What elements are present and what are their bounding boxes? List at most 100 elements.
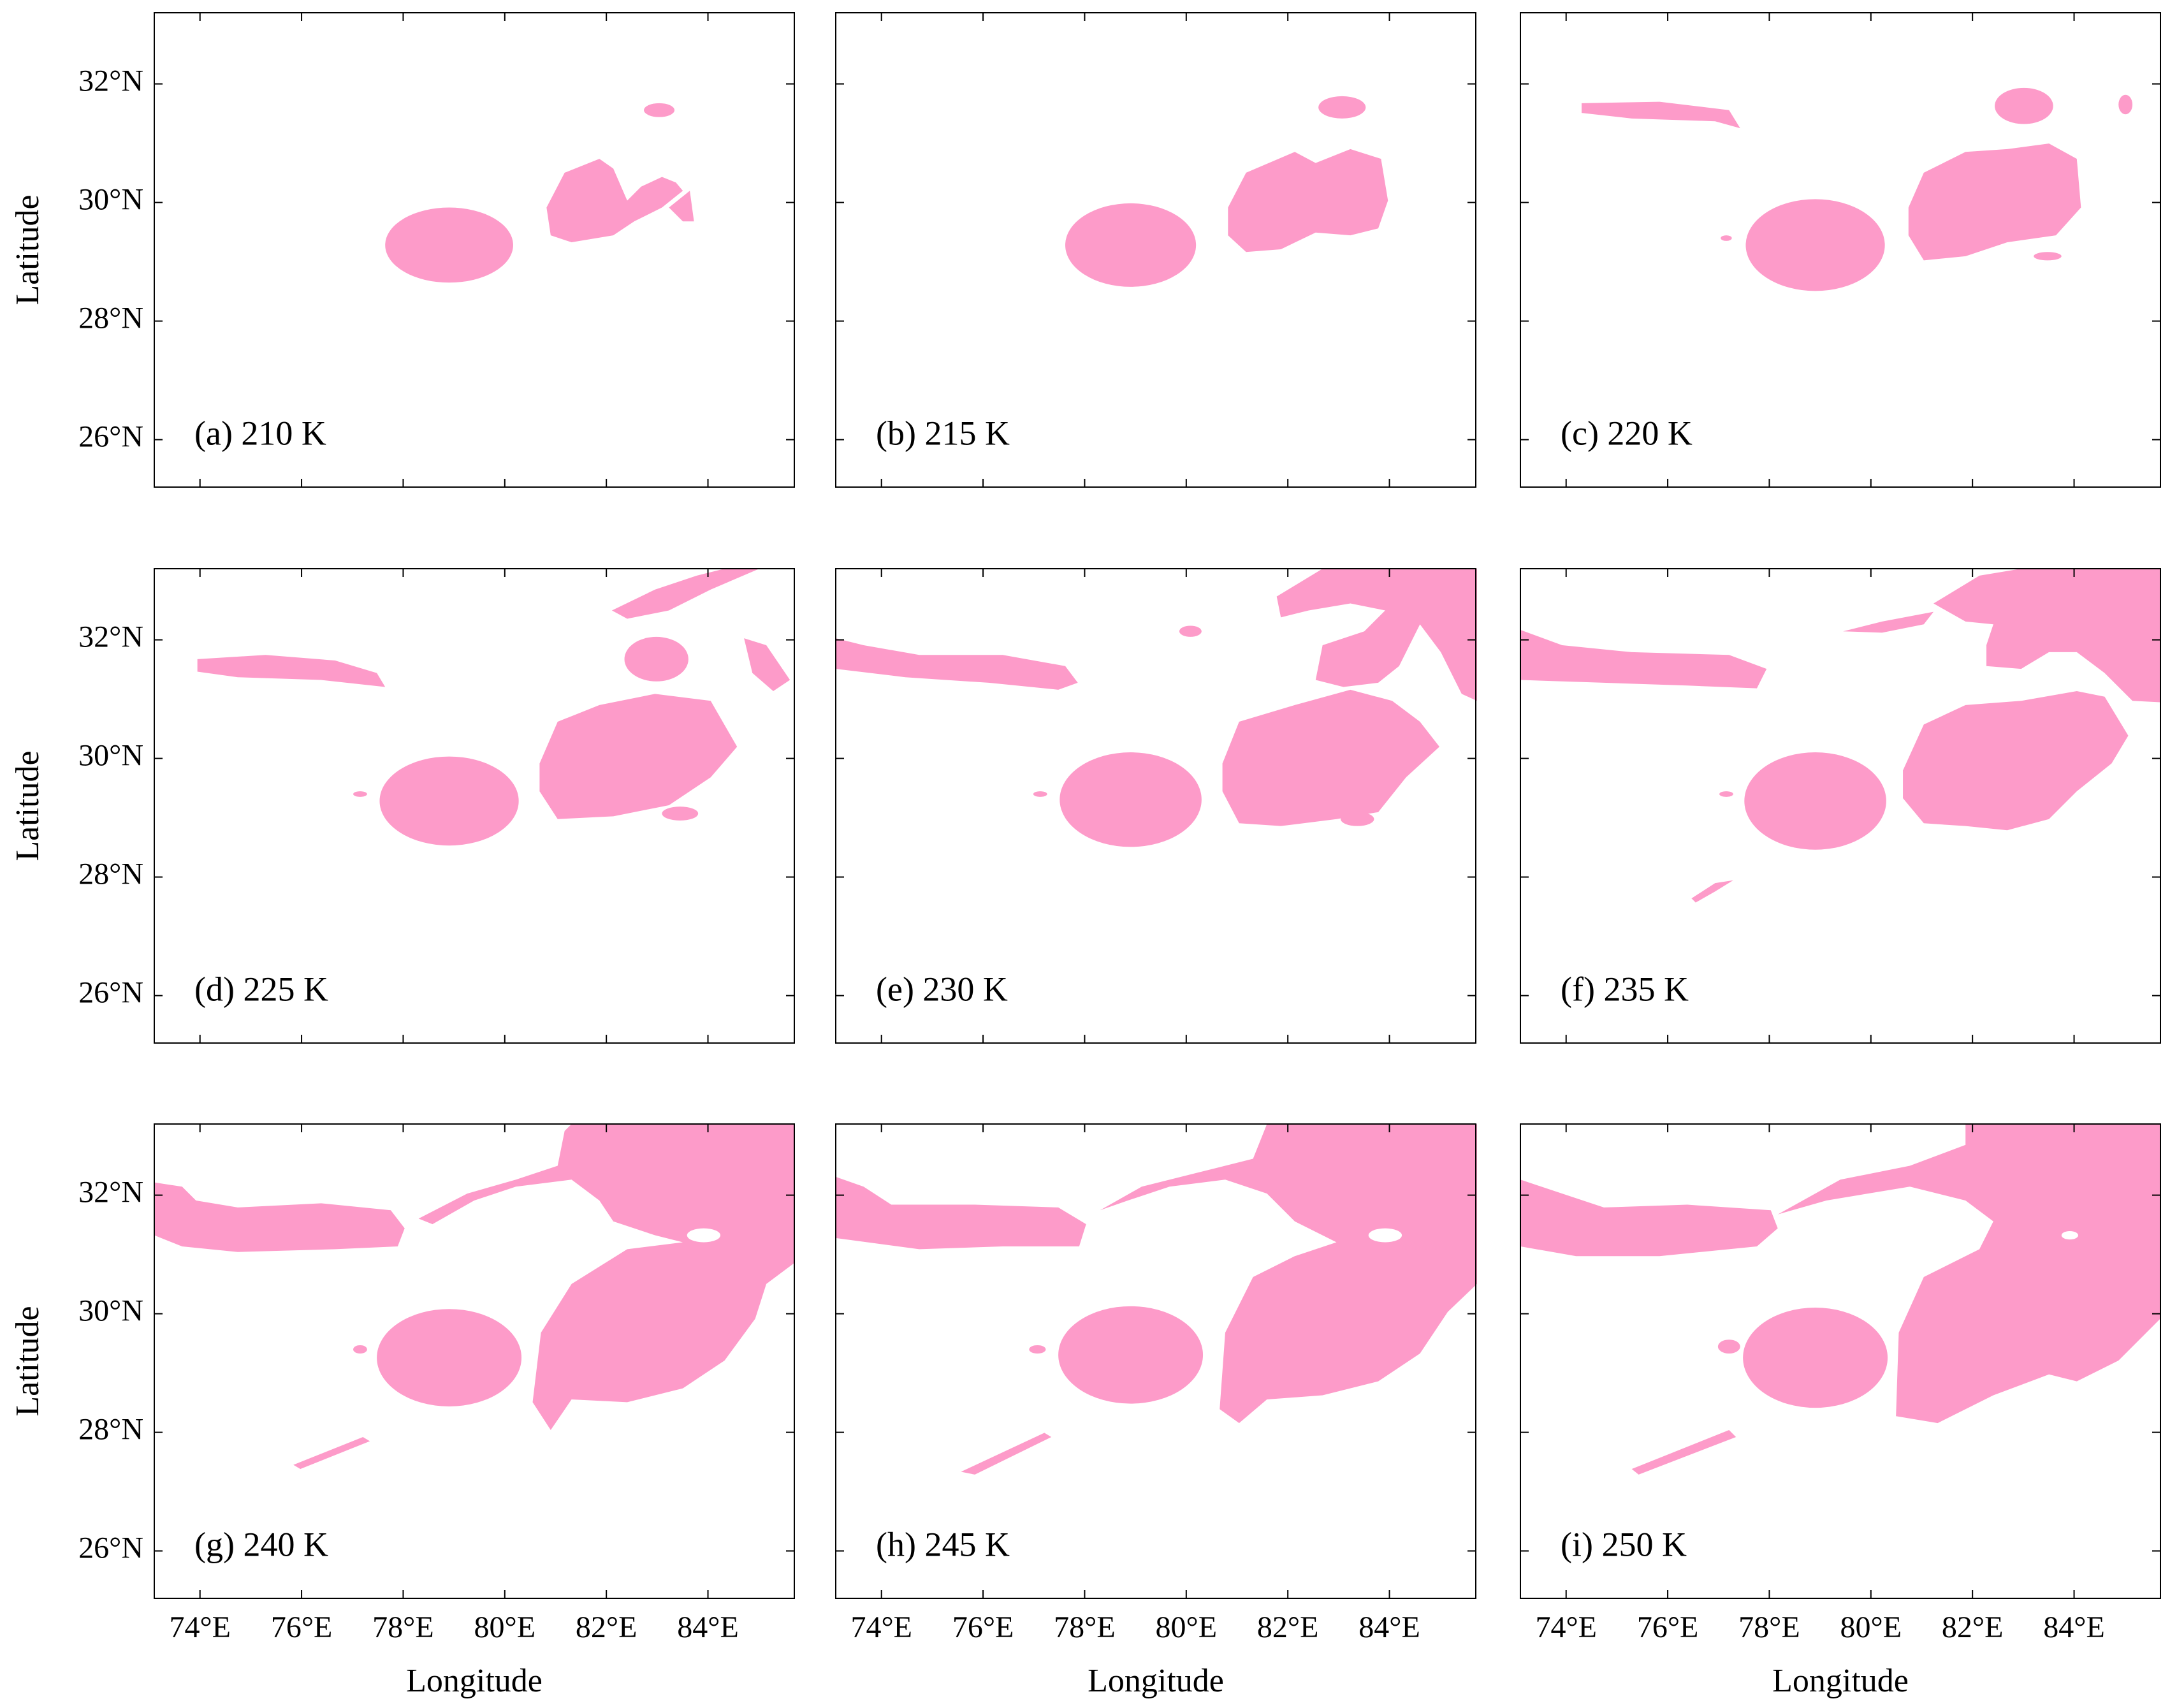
panel-label: (g) 240 K [194, 1525, 328, 1563]
cloud-region [1582, 101, 1740, 129]
cloud-region [1520, 630, 1767, 689]
y-tick-label: 26°N [78, 420, 143, 454]
cloud-region [2034, 252, 2062, 261]
y-tick-label: 30°N [78, 739, 143, 773]
x-tick-label: 74°E [169, 1610, 231, 1644]
x-tick-label: 80°E [1840, 1610, 1902, 1644]
cloud-region [1717, 1339, 1740, 1354]
x-tick-label: 76°E [271, 1610, 333, 1644]
cloud-region [1995, 87, 2053, 124]
panel-frame [835, 1123, 1476, 1599]
region-layer [836, 569, 1477, 847]
panel-label: (e) 230 K [876, 970, 1008, 1008]
cloud-region [1721, 235, 1732, 241]
x-axis-label: Longitude [1088, 1663, 1224, 1699]
panel-label: (a) 210 K [194, 414, 326, 452]
map-panel: (e) 230 K [835, 568, 1477, 1044]
cloud-region [644, 103, 675, 117]
y-tick-label: 32°N [78, 620, 143, 654]
x-tick-label: 84°E [677, 1610, 739, 1644]
panel-label: (h) 245 K [876, 1525, 1010, 1563]
panel-frame [1520, 568, 2161, 1044]
cloud-region [385, 207, 513, 283]
cloud-region [1691, 880, 1733, 903]
cloud-region [379, 756, 519, 846]
cloud-region [353, 1345, 367, 1354]
cloud-region [836, 638, 1078, 690]
y-tick-label: 32°N [78, 64, 143, 98]
y-tick-label: 28°N [78, 858, 143, 891]
x-tick-label: 74°E [850, 1610, 912, 1644]
panel-frame [154, 568, 795, 1044]
region-layer [1582, 87, 2133, 291]
panel-frame [1520, 1123, 2161, 1599]
panel-label: (f) 235 K [1561, 970, 1689, 1008]
cloud-region [1745, 199, 1885, 291]
cloud-region [961, 1433, 1052, 1475]
cloud-region [1228, 149, 1388, 252]
cloud-region [836, 1176, 1086, 1250]
x-tick-label: 82°E [1257, 1610, 1319, 1644]
x-tick-label: 82°E [576, 1610, 637, 1644]
cloud-region [611, 569, 760, 619]
region-layer [154, 1124, 794, 1470]
map-panel: (f) 235 K [1520, 568, 2161, 1044]
panel-label: (c) 220 K [1561, 414, 1693, 452]
cloud-region [1744, 752, 1886, 850]
cloud-region [197, 655, 386, 687]
cloud-region [154, 1182, 405, 1252]
cloud-region [1520, 1179, 1778, 1257]
x-tick-label: 74°E [1535, 1610, 1597, 1644]
cloud-region [539, 694, 738, 819]
cloud-region [1903, 691, 2129, 831]
x-tick-label: 84°E [1358, 1610, 1420, 1644]
cloud-region [1719, 791, 1733, 797]
cloud-region [377, 1309, 522, 1406]
cloud-region [624, 636, 688, 682]
panel-label: (b) 215 K [876, 414, 1010, 452]
cloud-region [662, 807, 699, 821]
panel-label: (d) 225 K [194, 970, 328, 1008]
clear-gap [687, 1228, 721, 1243]
cloud-region [1743, 1308, 1888, 1408]
x-tick-label: 78°E [1738, 1610, 1800, 1644]
panel-frame [154, 12, 795, 488]
y-tick-label: 30°N [78, 1294, 143, 1328]
cloud-region [353, 791, 367, 797]
x-tick-label: 80°E [1156, 1610, 1218, 1644]
cloud-region [1179, 625, 1202, 637]
cloud-region [1033, 791, 1047, 797]
x-tick-label: 78°E [372, 1610, 434, 1644]
cloud-region [418, 1124, 794, 1431]
y-tick-label: 30°N [78, 183, 143, 217]
map-panel: (a) 210 K 26°N 28°N 30°N 32°N Latitude [10, 12, 795, 488]
region-layer [836, 1124, 1477, 1475]
region-layer [1065, 96, 1388, 287]
x-tick-label: 84°E [2043, 1610, 2105, 1644]
clear-gap [2061, 1231, 2078, 1240]
cloud-region [1777, 1124, 2160, 1424]
y-tick-label: 26°N [78, 1531, 143, 1565]
clear-gap [1368, 1228, 1402, 1243]
cloud-region [1058, 1306, 1204, 1404]
y-tick-label: 26°N [78, 976, 143, 1010]
y-axis-label: Latitude [10, 750, 46, 861]
cloud-region [1341, 812, 1374, 826]
cloud-region [1276, 569, 1477, 701]
map-panel: (g) 240 K 26°N 28°N 30°N 32°N 74°E 76°E 78°E 80°… [10, 1123, 795, 1699]
cloud-region [1222, 689, 1439, 826]
cloud-region [2118, 94, 2133, 115]
region-layer [1520, 569, 2160, 903]
region-layer [385, 103, 694, 283]
x-tick-label: 80°E [474, 1610, 536, 1644]
cloud-region [293, 1436, 370, 1470]
cloud-region [1908, 143, 2081, 261]
cloud-region [1933, 569, 2160, 703]
cloud-region [1029, 1345, 1046, 1354]
cloud-region [1631, 1430, 1737, 1475]
cloud-region [1318, 96, 1366, 119]
cloud-region [1060, 752, 1202, 847]
y-axis-label: Latitude [10, 194, 46, 305]
y-tick-label: 28°N [78, 302, 143, 335]
